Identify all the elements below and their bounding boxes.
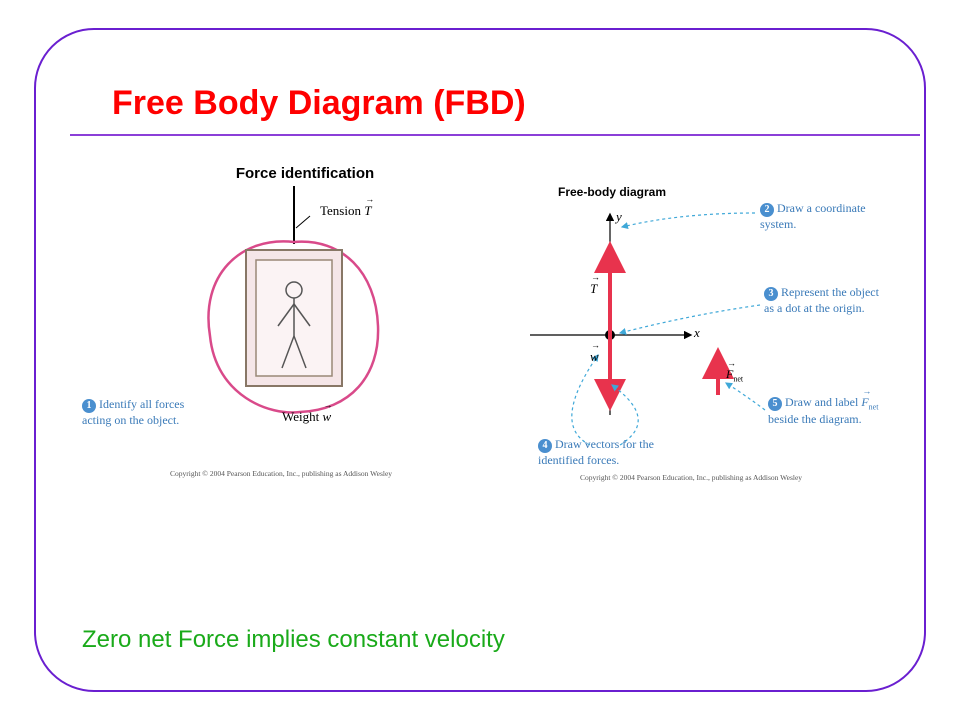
step-5: 5Draw and label Fnet beside the diagram. <box>768 395 888 427</box>
left-copyright: Copyright © 2004 Pearson Education, Inc.… <box>170 469 392 478</box>
left-header: Force identification <box>170 165 440 182</box>
step-3-badge: 3 <box>764 287 778 301</box>
weight-label: Weight w <box>282 409 331 425</box>
step-1-badge: 1 <box>82 399 96 413</box>
w-vector-label: w <box>590 349 599 365</box>
step-4: 4Draw vectors for the identified forces. <box>538 437 688 468</box>
step-1: 1Identify all forces acting on the objec… <box>82 397 192 428</box>
step-2-badge: 2 <box>760 203 774 217</box>
tension-label: Tension T <box>320 203 371 219</box>
step-5-badge: 5 <box>768 397 782 411</box>
force-identification-panel: Force identification Tension T Weight w … <box>130 165 440 505</box>
x-axis-label: x <box>694 325 700 341</box>
title-underline <box>70 134 920 136</box>
T-vector-label: T <box>590 281 597 297</box>
step-3: 3Represent the object as a dot at the or… <box>764 285 880 316</box>
Fnet-label: Fnet <box>726 367 743 383</box>
right-copyright: Copyright © 2004 Pearson Education, Inc.… <box>580 473 802 482</box>
footer-statement: Zero net Force implies constant velocity <box>82 626 505 654</box>
step-4-badge: 4 <box>538 439 552 453</box>
step-2: 2Draw a coordinate system. <box>760 201 880 232</box>
free-body-diagram-panel: Free-body diagram <box>490 185 890 505</box>
y-axis-label: y <box>616 209 622 225</box>
slide-title: Free Body Diagram (FBD) <box>112 84 526 123</box>
